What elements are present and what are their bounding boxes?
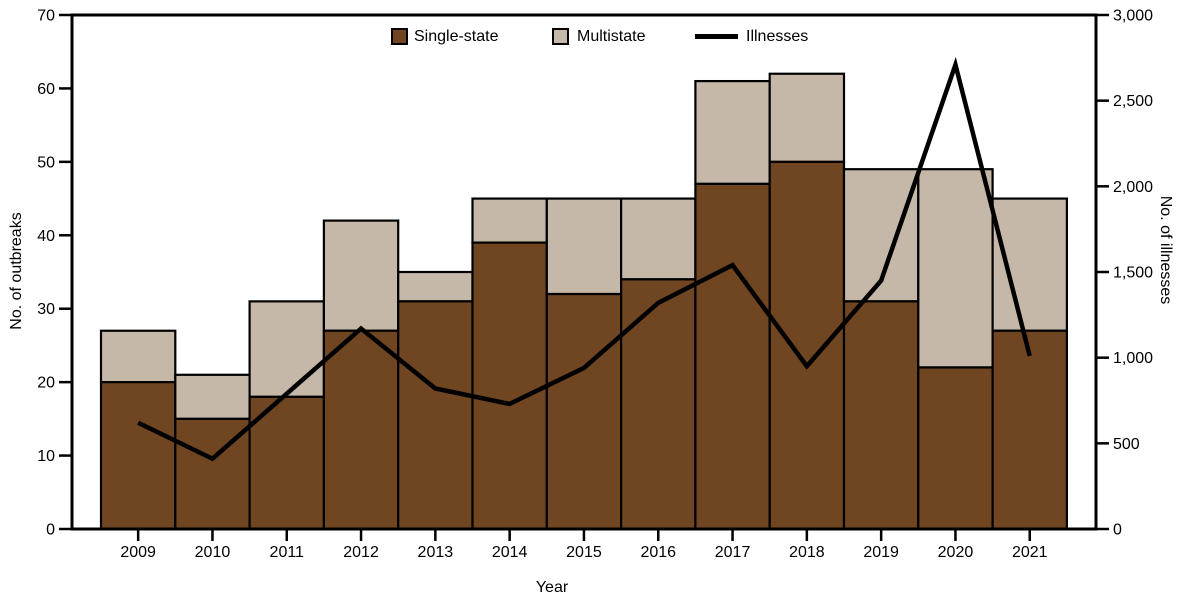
x-axis-tick-label: 2017	[715, 544, 751, 561]
bar-multistate-2016	[619, 197, 697, 281]
bar-multistate-2009	[99, 329, 177, 384]
x-axis-title: Year	[535, 579, 569, 596]
legend-line-icon	[695, 34, 738, 39]
bar-single-state-2014	[471, 241, 548, 531]
x-axis-tick-label: 2009	[120, 544, 156, 561]
x-axis-tick-label: 2010	[195, 544, 231, 561]
right-axis-tick-label: 2,000	[1113, 179, 1153, 196]
bar-single-state-2016	[619, 278, 697, 531]
bar-multistate-2018	[768, 72, 846, 163]
x-axis-tick-label: 2021	[1012, 544, 1048, 561]
x-axis-tick-label: 2011	[270, 544, 305, 561]
legend-swatch-multistate	[552, 28, 569, 45]
x-axis-tick-label: 2019	[863, 544, 899, 561]
bar-single-state-2012	[322, 329, 400, 531]
x-axis-tick-label: 2016	[640, 544, 676, 561]
bar-multistate-2021	[991, 197, 1068, 332]
bar-single-state-2021	[991, 329, 1068, 531]
left-axis-tick-label: 70	[37, 8, 55, 25]
x-axis-tick-label: 2014	[492, 544, 528, 561]
right-axis-tick-label: 2,500	[1113, 93, 1153, 110]
illnesses-line	[137, 56, 1032, 462]
bar-multistate-2020	[917, 168, 994, 369]
left-axis-tick-label: 30	[37, 301, 55, 318]
bar-single-state-2019	[842, 300, 920, 531]
x-axis-tick-label: 2018	[789, 544, 825, 561]
right-axis-tick-label: 1,000	[1113, 350, 1153, 367]
legend-swatch-single-state	[391, 28, 408, 45]
right-axis-tick-label: 500	[1113, 436, 1140, 453]
right-axis-tick-label: 0	[1113, 522, 1122, 539]
left-axis-tick-label: 20	[37, 375, 55, 392]
x-axis-tick-label: 2020	[938, 544, 974, 561]
x-axis-tick-label: 2012	[343, 544, 379, 561]
legend-label-illnesses: Illnesses	[746, 28, 809, 45]
x-axis-tick-label: 2015	[566, 544, 602, 561]
right-axis-tick-label: 3,000	[1113, 8, 1153, 25]
left-axis-tick-label: 60	[37, 81, 55, 98]
right-axis-tick-label: 1,500	[1113, 265, 1153, 282]
bar-single-state-2009	[99, 381, 177, 531]
x-axis-tick-label: 2013	[418, 544, 454, 561]
bar-single-state-2013	[397, 300, 474, 531]
legend-label-multistate: Multistate	[577, 28, 646, 45]
legend-label-single-state: Single-state	[414, 28, 499, 45]
left-axis-tick-label: 40	[37, 228, 55, 245]
right-axis-title: No. of illnesses	[1157, 195, 1174, 305]
plot-frame	[70, 13, 1098, 531]
bar-multistate-2017	[694, 79, 771, 185]
bar-single-state-2017	[694, 182, 771, 531]
bar-single-state-2020	[917, 366, 994, 531]
bar-multistate-2010	[174, 373, 251, 420]
bar-single-state-2011	[248, 395, 326, 531]
left-axis-tick-label: 0	[46, 522, 55, 539]
bar-multistate-2011	[248, 300, 326, 398]
left-axis-tick-label: 50	[37, 154, 55, 171]
left-axis-title: No. of outbreaks	[8, 212, 25, 330]
bar-single-state-2018	[768, 160, 846, 531]
bar-multistate-2015	[545, 197, 623, 296]
bar-multistate-2013	[397, 270, 474, 303]
left-axis-tick-label: 10	[37, 448, 55, 465]
bar-multistate-2012	[322, 219, 400, 332]
bar-multistate-2014	[471, 197, 548, 244]
bar-single-state-2015	[545, 292, 623, 531]
